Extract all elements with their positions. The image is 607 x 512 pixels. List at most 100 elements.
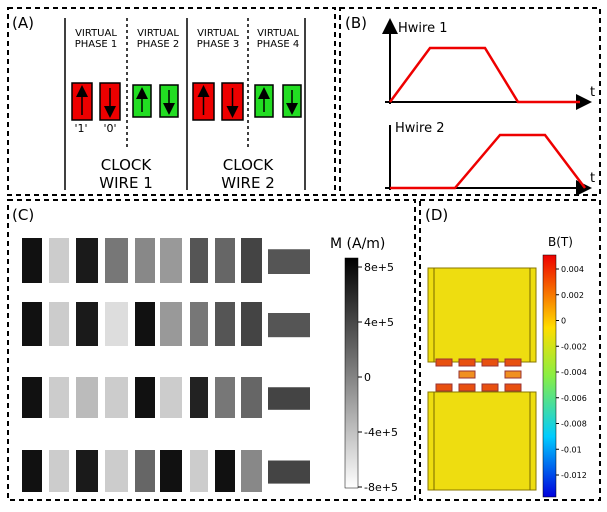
magnet-cell: [160, 450, 182, 492]
colorbar-tick-label: 0: [561, 317, 566, 326]
bit-label: '1': [74, 122, 87, 135]
colorbar-title: M (A/m): [330, 236, 385, 252]
magnet-cell: [76, 238, 98, 283]
colorbar-tick-label: -0.01: [561, 445, 582, 454]
magnetization-grid: [22, 238, 310, 492]
nanomagnet: [505, 359, 521, 366]
phase-text: VIRTUAL: [257, 28, 299, 39]
colorbar-tick-label: -0.006: [561, 394, 587, 403]
phase-text: VIRTUAL: [137, 28, 179, 39]
magnet-cell: [49, 238, 69, 283]
clock-label: WIRE 1: [99, 174, 152, 192]
magnet-cell: [215, 302, 235, 346]
axis-label: t: [590, 171, 595, 186]
magnet-cell: [190, 377, 208, 418]
magnet-cell: [215, 377, 235, 418]
clock-label: CLOCK: [101, 156, 153, 174]
panel-label: (D): [425, 206, 448, 224]
magnet-cell: [160, 377, 182, 418]
magnet-cell: [135, 302, 155, 346]
magnet-cell: [49, 377, 69, 418]
magnet-cell: [49, 302, 69, 346]
nanomagnet: [436, 384, 452, 391]
axis-label: t: [590, 85, 595, 100]
magnet-cell: [76, 450, 98, 492]
figure: (A) VIRTUALPHASE 1 VIRTUALPHASE 2 VIRTUA…: [0, 0, 607, 508]
magnet-cell: [268, 461, 310, 484]
nanomagnet: [482, 359, 498, 366]
colorbar-tick-label: 0.002: [561, 291, 584, 300]
clock-label: CLOCK: [223, 156, 275, 174]
phase-text: PHASE 4: [257, 39, 300, 50]
colorbar-tick-label: 0.004: [561, 265, 584, 274]
magnet-cell: [190, 450, 208, 492]
nanomagnet: [459, 371, 475, 378]
magnet-cell: [241, 302, 262, 346]
colorbar: [543, 255, 556, 497]
magnet-cell: [135, 450, 155, 492]
field-region: [428, 268, 536, 362]
magnet-cell: [241, 238, 262, 283]
colorbar-tick-label: 4e+5: [364, 316, 394, 329]
magnet-cell: [105, 377, 128, 418]
magnet-cell: [105, 238, 128, 283]
plot-title: Hwire 2: [395, 121, 444, 136]
magnet-cell: [268, 249, 310, 274]
colorbar-tick-label: -8e+5: [364, 481, 398, 494]
nanomagnet: [459, 384, 475, 391]
magnet-cell: [241, 377, 262, 418]
plot-title: Hwire 1: [398, 21, 447, 36]
magnet-cell: [241, 450, 262, 492]
magnet-cell: [160, 302, 182, 346]
colorbar-tick-label: 8e+5: [364, 261, 394, 274]
magnet-cell: [22, 450, 42, 492]
magnet-cell: [160, 238, 182, 283]
nanomagnet: [436, 359, 452, 366]
axes: [385, 22, 588, 190]
colorbar-tick-label: -0.008: [561, 420, 587, 429]
panel-label: (C): [12, 206, 34, 224]
magnet-cell: [190, 302, 208, 346]
colorbar-tick-label: -0.004: [561, 368, 587, 377]
nanomagnet: [505, 371, 521, 378]
bit-label: '0': [103, 122, 116, 135]
magnet-cell: [268, 387, 310, 410]
colorbar-tick-label: 0: [364, 371, 371, 384]
phase-text: PHASE 3: [197, 39, 240, 50]
magnet-cell: [22, 377, 42, 418]
magnet-cell: [135, 238, 155, 283]
magnet-cell: [268, 313, 310, 337]
magnet-cell: [76, 302, 98, 346]
field-pulse: [390, 135, 585, 188]
colorbar: [345, 258, 358, 488]
magnet-cell: [105, 450, 128, 492]
panel-label: (B): [345, 14, 367, 32]
magnet-cell: [190, 238, 208, 283]
phase-text: PHASE 1: [75, 39, 118, 50]
nanomagnet: [459, 359, 475, 366]
magnet-cell: [22, 238, 42, 283]
magnet-cell: [215, 450, 235, 492]
colorbar-title: B(T): [548, 235, 573, 249]
colorbar-tick-label: -0.012: [561, 471, 587, 480]
magnet-cell: [76, 377, 98, 418]
magnet-cell: [22, 302, 42, 346]
clock-label: WIRE 2: [221, 174, 274, 192]
panel-label: (A): [12, 14, 34, 32]
phase-text: PHASE 2: [137, 39, 180, 50]
phase-text: VIRTUAL: [197, 28, 239, 39]
magnet-cell: [49, 450, 69, 492]
colorbar-tick-label: -4e+5: [364, 426, 398, 439]
colorbar-ticks: 0.004 0.002 0 -0.002 -0.004 -0.006 -0.008 -0.01…: [556, 265, 587, 480]
field-pulse: [390, 48, 580, 102]
colorbar-ticks: 8e+5 4e+5 0 -4e+5 -8e+5: [358, 261, 398, 494]
magnet-cell: [215, 238, 235, 283]
colorbar-tick-label: -0.002: [561, 342, 587, 351]
field-region: [428, 392, 536, 490]
nanomagnets: [436, 359, 521, 391]
phase-text: VIRTUAL: [75, 28, 117, 39]
magnet-cell: [105, 302, 128, 346]
nanomagnet: [505, 384, 521, 391]
nanomagnet: [482, 384, 498, 391]
magnet-cell: [135, 377, 155, 418]
